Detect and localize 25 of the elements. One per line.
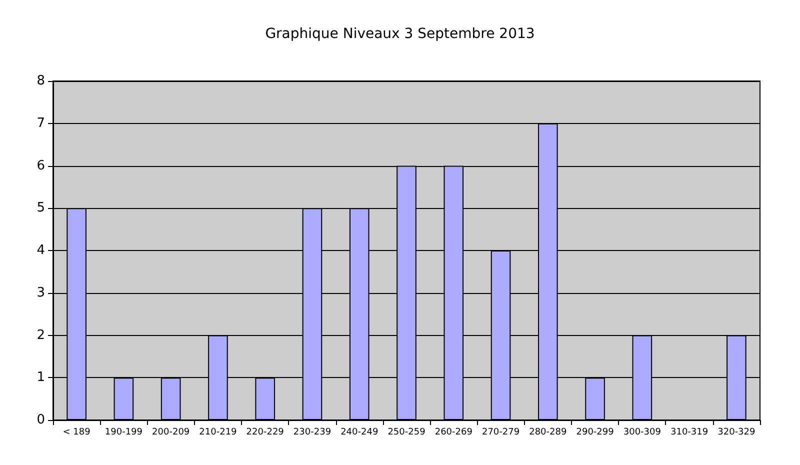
x-tick-label: 250-259: [388, 428, 426, 438]
x-tick-label: 270-279: [482, 428, 520, 438]
y-tick-label: 2: [36, 328, 45, 343]
y-tick-label: 8: [36, 74, 45, 88]
y-tick-label: 6: [36, 158, 45, 174]
x-tick-label: < 189: [62, 428, 91, 438]
y-tick-label: 4: [36, 243, 45, 258]
x-tick-label: 310-319: [670, 428, 708, 438]
x-tick-label: 240-249: [340, 428, 378, 438]
x-tick-label: 200-209: [152, 428, 190, 438]
x-tick-label: 220-229: [246, 428, 284, 438]
x-tick-label: 190-199: [104, 428, 143, 438]
chart-title: Graphique Niveaux 3 Septembre 2013: [265, 26, 535, 42]
x-tick-label: 290-299: [576, 428, 614, 438]
y-tick-label: 1: [36, 370, 45, 386]
y-tick-label: 5: [36, 200, 45, 216]
x-tick-label: 230-239: [293, 428, 332, 438]
x-tick-label: 320-329: [718, 428, 756, 438]
x-tick-label: 280-289: [529, 428, 567, 438]
y-tick-label: 0: [36, 412, 45, 428]
x-tick-label: 210-219: [199, 428, 238, 438]
x-tick-label: 300-309: [623, 428, 662, 438]
y-tick-label: 7: [36, 116, 45, 131]
x-tick-label: 260-269: [434, 428, 473, 438]
y-tick-label: 3: [36, 285, 45, 300]
